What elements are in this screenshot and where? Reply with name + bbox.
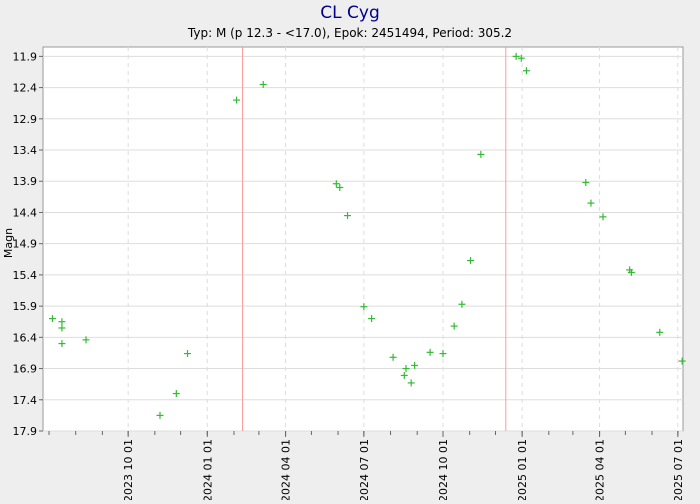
x-tick-label: 2024 10 01	[437, 439, 450, 500]
y-tick-label: 13.9	[13, 175, 38, 188]
y-tick-label: 14.4	[13, 206, 38, 219]
data-point	[458, 300, 466, 308]
data-point	[426, 348, 434, 356]
y-tick-label: 14.9	[13, 238, 38, 251]
data-point	[332, 180, 340, 188]
y-tick-label: 16.4	[13, 331, 38, 344]
x-tick-label: 2023 10 01	[122, 439, 135, 500]
data-point	[156, 411, 164, 419]
data-point	[344, 212, 352, 220]
data-point	[368, 315, 376, 323]
chart-title: CL Cyg	[320, 3, 379, 23]
data-point	[407, 379, 415, 387]
x-axis: 2023 10 01 2024 01 01 2024 04 01 2024 07 01…	[48, 431, 685, 502]
y-tick-label: 16.9	[13, 363, 38, 376]
y-axis: 11.9 12.4 12.9 13.4 13.9 14.4 14.9 15.4 15.9 16.4…	[13, 50, 43, 438]
data-point	[336, 183, 344, 191]
data-point	[467, 257, 475, 265]
y-tick-label: 15.9	[13, 300, 38, 313]
data-point	[402, 365, 410, 373]
plot-area	[42, 46, 684, 432]
y-axis-label: Magn	[2, 228, 15, 258]
data-point	[411, 361, 419, 369]
data-point	[477, 150, 485, 158]
data-point	[82, 336, 90, 344]
y-tick-label: 13.4	[13, 144, 38, 157]
chart-subtitle: Typ: M (p 12.3 - <17.0), Epok: 2451494, …	[187, 26, 512, 40]
data-point	[627, 268, 635, 276]
data-point	[678, 357, 686, 365]
y-tick-label: 12.4	[13, 82, 38, 95]
y-tick-label: 17.4	[13, 394, 38, 407]
data-point	[48, 315, 56, 323]
data-point	[582, 178, 590, 186]
x-tick-label: 2025 07 01	[672, 439, 685, 500]
data-point	[400, 371, 408, 379]
y-tick-label: 15.4	[13, 269, 38, 282]
data-point	[58, 318, 66, 326]
data-point	[259, 80, 267, 88]
data-point	[58, 324, 66, 332]
data-point	[233, 96, 241, 104]
data-point	[360, 303, 368, 311]
x-tick-label: 2024 01 01	[201, 439, 214, 500]
data-point	[439, 350, 447, 358]
data-point	[172, 390, 180, 398]
data-point	[58, 340, 66, 348]
maxima-layer	[242, 47, 507, 431]
y-tick-label: 17.9	[13, 425, 38, 438]
data-point	[522, 67, 530, 75]
x-tick-label: 2024 07 01	[358, 439, 371, 500]
data-point	[517, 54, 525, 62]
data-point	[512, 52, 520, 60]
grid-layer	[43, 47, 683, 432]
data-point	[587, 199, 595, 207]
y-tick-label: 11.9	[13, 50, 38, 63]
x-tick-label: 2025 01 01	[516, 439, 529, 500]
data-points	[48, 52, 686, 419]
x-tick-label: 2024 04 01	[280, 439, 293, 500]
data-point	[599, 213, 607, 221]
data-point	[389, 353, 397, 361]
x-tick-label: 2025 04 01	[594, 439, 607, 500]
data-point	[656, 328, 664, 336]
y-tick-label: 12.9	[13, 113, 38, 126]
data-point	[184, 350, 192, 358]
data-point	[450, 322, 458, 330]
